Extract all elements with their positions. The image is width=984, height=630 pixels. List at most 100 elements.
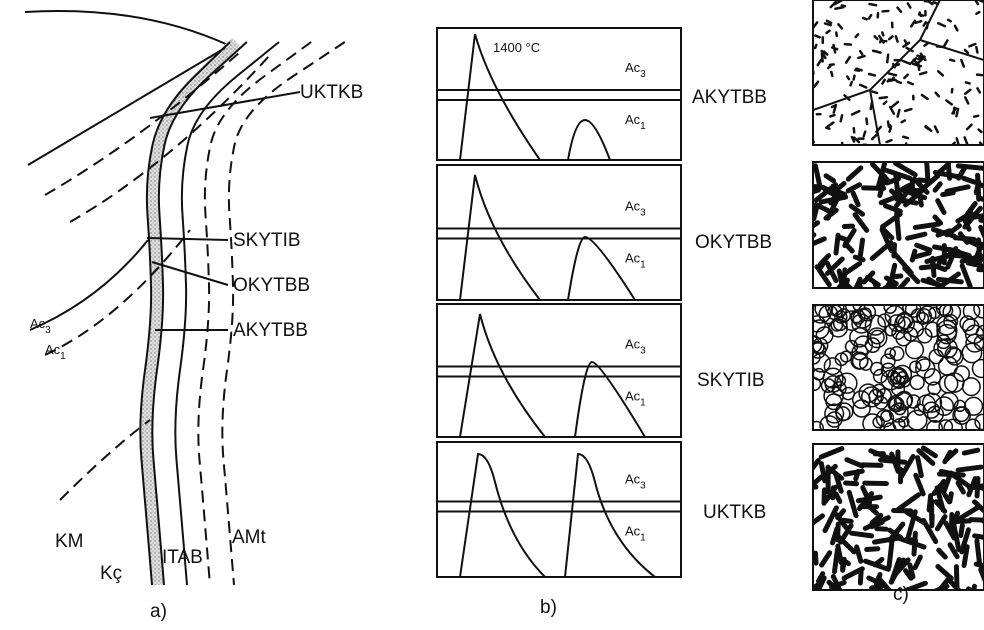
zone-label: UKTKB — [300, 82, 363, 103]
lath — [894, 245, 895, 256]
lath — [889, 73, 896, 75]
lath — [836, 494, 840, 501]
lath — [976, 47, 977, 52]
lath — [976, 182, 978, 193]
lath — [908, 82, 913, 84]
lath — [815, 36, 819, 38]
lath — [854, 76, 855, 80]
peak-label: 1400 °C — [493, 40, 540, 55]
graph-label: OKYTBB — [695, 232, 772, 253]
lath — [977, 541, 980, 563]
isotherm-label: Ac1 — [625, 251, 646, 271]
lath — [842, 143, 843, 147]
lath — [919, 14, 923, 15]
zone-boundary — [198, 42, 311, 585]
lath — [799, 235, 814, 248]
region-label: AMt — [232, 527, 267, 548]
lath — [842, 5, 845, 6]
isotherm-sub: 3 — [45, 325, 51, 336]
lath — [916, 21, 921, 23]
lath — [815, 553, 816, 563]
lath — [869, 74, 875, 75]
panel-a: UKTKBSKYTIBOKYTBBAKYTBBAc3Ac1KMKçITABAMt… — [25, 11, 363, 622]
caption: a) — [150, 601, 167, 622]
lath — [966, 82, 970, 83]
panel-b: Ac3Ac1AKYTBBAc3Ac1OKYTBBAc3Ac1SKYTIBAc3A… — [437, 28, 772, 618]
lath — [915, 224, 939, 227]
lath — [831, 72, 832, 76]
lath — [884, 102, 887, 104]
isotherm-sub: 1 — [640, 260, 646, 271]
lath — [827, 31, 830, 33]
lath — [892, 78, 894, 81]
lath — [976, 12, 979, 14]
isotherm-curve — [45, 230, 190, 355]
region-label: KM — [55, 531, 84, 552]
lath — [896, 36, 898, 41]
lath — [860, 571, 861, 583]
lath — [956, 109, 958, 116]
lath — [880, 39, 881, 42]
lath — [825, 23, 831, 25]
lath — [958, 467, 981, 470]
lath — [815, 45, 816, 48]
isotherm-text: Ac — [625, 251, 641, 266]
isotherm-text: Ac — [625, 112, 641, 127]
isotherm-text: Ac — [625, 389, 641, 404]
isotherm-label: Ac3 — [625, 60, 646, 80]
isotherm-curve — [60, 420, 150, 500]
lath — [852, 533, 872, 536]
isotherm-text: Ac — [625, 337, 641, 352]
lath — [950, 60, 954, 61]
isotherm-label: Ac3 — [625, 471, 646, 491]
isotherm-text: Ac — [625, 523, 641, 538]
isotherm-label: Ac3 — [625, 337, 646, 357]
lath — [838, 546, 841, 562]
lath — [957, 138, 959, 143]
lath — [918, 63, 919, 70]
caption: c) — [893, 584, 909, 605]
lath — [880, 97, 887, 98]
surface-arc — [25, 11, 228, 45]
graph-frame — [437, 442, 681, 577]
lath — [872, 586, 882, 588]
lath — [870, 4, 877, 5]
zone-label: SKYTIB — [233, 230, 301, 251]
isotherm-sub: 1 — [640, 121, 646, 132]
lath — [840, 237, 849, 240]
micrograph — [799, 162, 984, 302]
lath — [948, 20, 951, 21]
lath — [917, 56, 921, 57]
isotherm-text: Ac — [45, 342, 61, 357]
lath — [864, 132, 866, 137]
micrograph — [795, 444, 984, 609]
lath — [845, 471, 862, 474]
lath — [826, 128, 829, 129]
isotherm-sub: 3 — [640, 346, 646, 357]
isotherm-sub: 3 — [640, 208, 646, 219]
region-label: ITAB — [162, 547, 203, 568]
lath — [907, 539, 916, 541]
lath — [828, 66, 830, 68]
lath — [834, 45, 836, 52]
lath — [836, 32, 837, 35]
lath — [860, 240, 862, 257]
isotherm-text: Ac — [625, 60, 641, 75]
isotherm-sub: 1 — [640, 398, 646, 409]
graph-label: SKYTIB — [697, 370, 765, 391]
lath — [872, 91, 877, 92]
lath — [860, 51, 862, 54]
lath — [867, 549, 878, 550]
lath — [902, 120, 905, 122]
lath — [897, 81, 901, 82]
lath — [882, 32, 883, 35]
lath — [974, 116, 978, 117]
isotherm-curve — [28, 48, 225, 165]
lath — [841, 115, 842, 121]
micrograph-frame — [813, 0, 984, 145]
lath — [920, 72, 926, 74]
isotherm-text: Ac — [30, 316, 46, 331]
isotherm-label: Ac3 — [625, 199, 646, 219]
lath — [876, 575, 880, 585]
lath — [896, 175, 898, 197]
